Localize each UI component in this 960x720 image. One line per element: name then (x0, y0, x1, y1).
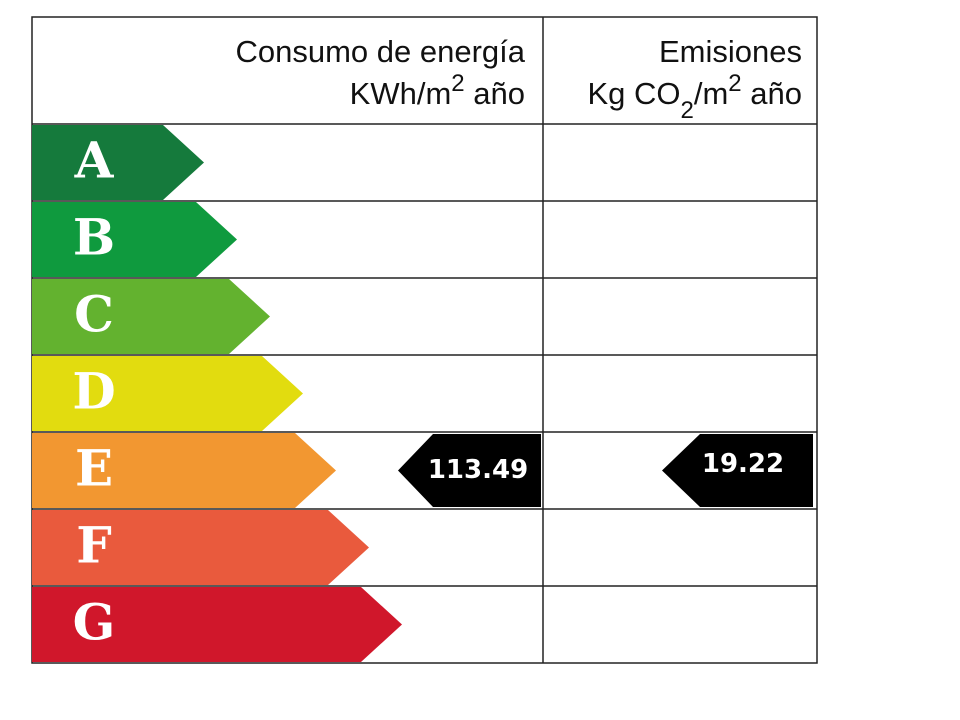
energy-value: 113.49 (428, 455, 528, 485)
unit-part: /m (694, 76, 728, 111)
emissions-title: Emisiones (659, 34, 802, 69)
rating-arrow (32, 279, 270, 354)
rating-letter: B (73, 208, 115, 267)
unit-sup: 2 (451, 70, 464, 97)
rating-letter: A (74, 131, 115, 190)
energy-unit: KWh/m2 año (350, 70, 525, 112)
unit-part: Kg CO (587, 76, 680, 111)
rating-arrow (32, 433, 336, 508)
emissions-unit: Kg CO2/m2 año (587, 70, 802, 124)
unit-part: KWh/m (350, 76, 452, 111)
unit-part: año (742, 76, 802, 111)
unit-sub: 2 (681, 97, 694, 124)
energy-title: Consumo de energía (235, 34, 525, 69)
unit-sup: 2 (728, 70, 741, 97)
emissions-value: 19.22 (702, 449, 784, 479)
rating-arrow (32, 587, 402, 662)
rating-letter: G (73, 593, 116, 652)
rating-arrow (32, 125, 204, 200)
rating-letter: E (75, 439, 113, 498)
energy-indicator (398, 434, 541, 507)
rating-letter: D (72, 362, 115, 421)
rating-arrow (32, 356, 303, 431)
emissions-indicator (662, 434, 813, 507)
rating-letter: C (74, 285, 114, 344)
unit-part: año (465, 76, 525, 111)
rating-arrow (32, 202, 237, 277)
rating-arrow (32, 510, 369, 585)
rating-letter: F (76, 516, 112, 575)
